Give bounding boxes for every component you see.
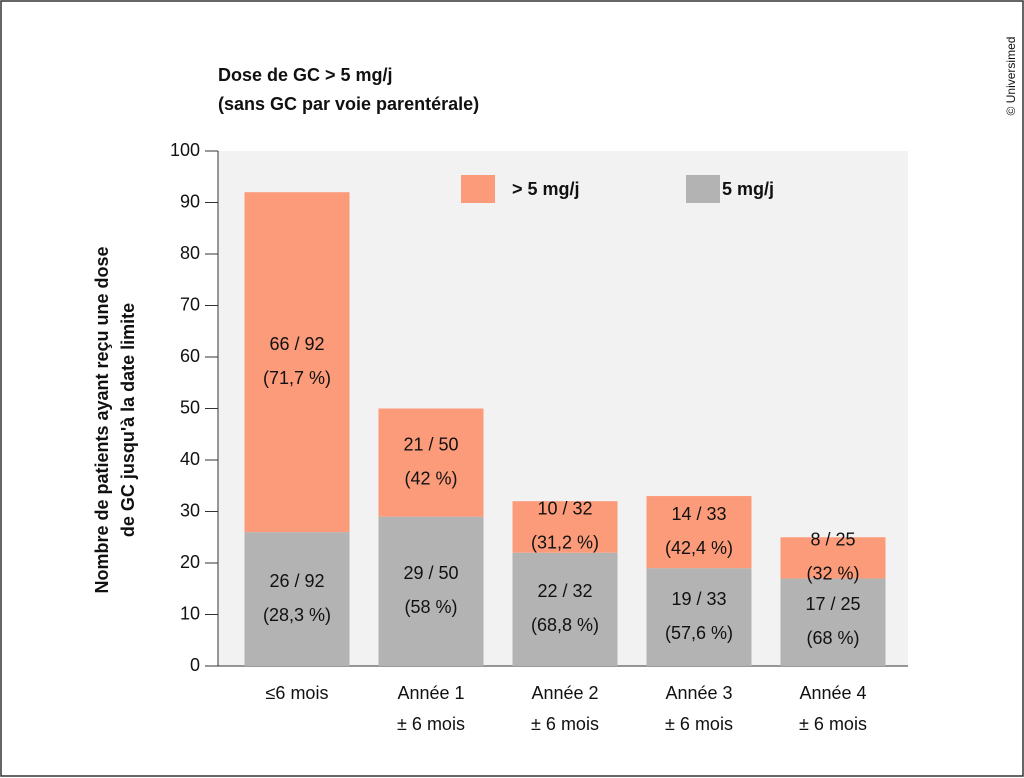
x-tick-label: ≤6 mois xyxy=(266,683,329,703)
bar-segment xyxy=(378,408,484,517)
data-label: (68,8 %) xyxy=(531,615,599,635)
bar-segment xyxy=(646,568,752,666)
data-label: 10 / 32 xyxy=(537,499,592,519)
x-tick-label: ± 6 mois xyxy=(665,714,733,734)
y-tick-label: 30 xyxy=(180,500,200,520)
y-tick-label: 10 xyxy=(180,603,200,623)
y-axis-title-line: de GC jusqu'à la date limite xyxy=(118,303,138,537)
data-label: 17 / 25 xyxy=(805,594,860,614)
data-label: (71,7 %) xyxy=(263,368,331,388)
data-label: (57,6 %) xyxy=(665,623,733,643)
data-label: 14 / 33 xyxy=(671,504,726,524)
data-label: (68 %) xyxy=(806,628,859,648)
x-tick-label: ± 6 mois xyxy=(397,714,465,734)
legend-label: > 5 mg/j xyxy=(512,179,580,199)
bar-segment xyxy=(780,578,886,666)
data-label: (58 %) xyxy=(404,597,457,617)
data-label: 8 / 25 xyxy=(810,530,855,550)
bar-segment xyxy=(780,537,886,579)
x-tick-label: ± 6 mois xyxy=(799,714,867,734)
x-tick-label: Année 4 xyxy=(799,683,866,703)
y-tick-label: 60 xyxy=(180,346,200,366)
legend-swatch xyxy=(686,175,720,203)
data-label: (42 %) xyxy=(404,468,457,488)
copyright: © Universimed xyxy=(1004,37,1018,116)
y-axis-title-line: Nombre de patients ayant reçu une dose xyxy=(92,246,112,593)
data-label: 21 / 50 xyxy=(403,434,458,454)
y-tick-label: 0 xyxy=(190,655,200,675)
y-tick-label: 40 xyxy=(180,449,200,469)
data-label: 66 / 92 xyxy=(269,334,324,354)
data-label: (31,2 %) xyxy=(531,533,599,553)
y-tick-label: 80 xyxy=(180,243,200,263)
data-label: (42,4 %) xyxy=(665,538,733,558)
x-tick-label: Année 3 xyxy=(665,683,732,703)
bar-segment xyxy=(512,501,618,553)
data-label: (28,3 %) xyxy=(263,605,331,625)
bar-segment xyxy=(378,516,484,666)
chart-title: Dose de GC > 5 mg/j xyxy=(218,65,393,85)
x-tick-label: Année 1 xyxy=(397,683,464,703)
data-label: (32 %) xyxy=(806,564,859,584)
legend-label: 5 mg/j xyxy=(722,179,774,199)
y-tick-label: 70 xyxy=(180,294,200,314)
legend-swatch xyxy=(461,175,495,203)
chart-subtitle: (sans GC par voie parentérale) xyxy=(218,94,479,114)
bar-segment xyxy=(512,552,618,666)
bar-segment xyxy=(646,496,752,569)
data-label: 26 / 92 xyxy=(269,571,324,591)
y-tick-label: 90 xyxy=(180,191,200,211)
data-label: 22 / 32 xyxy=(537,581,592,601)
bar-segment xyxy=(244,532,350,666)
y-tick-label: 100 xyxy=(170,140,200,160)
bar-segment xyxy=(244,192,350,533)
y-tick-label: 50 xyxy=(180,397,200,417)
data-label: 19 / 33 xyxy=(671,589,726,609)
x-tick-label: ± 6 mois xyxy=(531,714,599,734)
x-tick-label: Année 2 xyxy=(531,683,598,703)
y-tick-label: 20 xyxy=(180,552,200,572)
y-axis-title: Nombre de patients ayant reçu une dose d… xyxy=(92,246,138,593)
data-label: 29 / 50 xyxy=(403,563,458,583)
